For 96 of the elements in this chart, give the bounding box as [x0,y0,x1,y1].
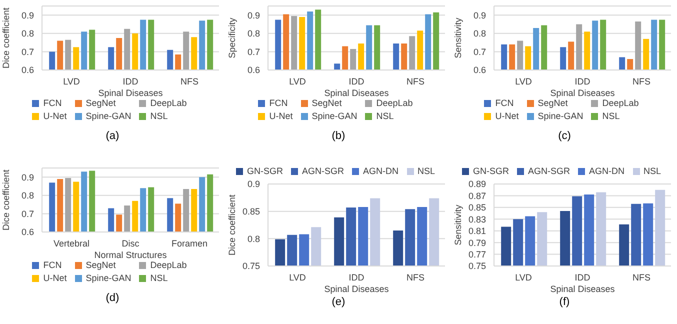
x-axis-title: Spinal Diseases [98,88,164,98]
x-tick-label: NFS [406,76,424,86]
legend-label: NSL [150,273,168,283]
y-tick-label: 0.87 [468,190,486,201]
legend-label: U-Net [269,111,293,121]
y-tick-label: 0.7 [21,46,34,57]
y-tick-label: 0.8 [247,28,260,39]
y-tick-label: 0.75 [242,261,260,272]
x-tick-label: LVD [289,272,306,282]
y-axis-title: Dice coefficient [227,194,238,256]
x-tick-label: Foramen [171,238,208,248]
legend-label: AGN-SGR [528,166,570,176]
legend-label: NSL [602,111,620,121]
y-tick-label: 0.6 [473,65,486,76]
x-tick-label: Vertebral [53,238,90,248]
x-axis-title: Spinal Diseases [550,88,616,98]
x-axis-title: Spinal Diseases [324,284,390,294]
y-tick-label: 0.9 [21,172,34,182]
y-tick-label: 0.85 [468,202,486,213]
legend-label: FCN [495,98,514,108]
legend-label: DeepLab [150,98,187,108]
text: (d) [104,292,120,304]
x-tick-label: Disc [122,238,140,248]
text: (a) [104,130,120,142]
text: (f) [558,296,571,308]
x-tick-label: IDD [348,272,365,282]
legend-label: SegNet [86,260,116,270]
y-tick-label: 0.79 [468,238,486,248]
y-axis-title: Specificity [227,17,238,58]
x-tick-label: LVD [515,272,532,282]
y-tick-label: 0.6 [21,227,34,238]
y-tick-label: 0.9 [21,10,34,20]
x-tick-label: IDD [122,76,139,86]
y-tick-label: 0.7 [21,208,34,219]
y-tick-label: 0.7 [247,46,260,57]
legend-label: U-Net [43,273,67,283]
legend-label: Spine-GAN [312,111,358,121]
y-tick-label: 0.8 [473,28,486,39]
legend-label: NSL [418,166,436,176]
y-tick-label: 0.9 [247,179,260,190]
legend-label: Spine-GAN [86,111,132,121]
y-axis-title: Dice coefficient [1,169,12,230]
x-tick-label: LVD [63,76,80,86]
legend-label: NSL [150,111,168,121]
x-tick-label: LVD [515,76,532,86]
x-tick-label: NFS [180,76,198,86]
x-axis-title: Spinal Diseases [550,284,616,294]
legend-label: Spine-GAN [538,111,584,121]
legend-label: DeepLab [602,98,639,108]
legend-label: U-Net [43,111,67,121]
legend-label: SegNet [538,98,568,108]
legend-label: NSL [644,166,662,176]
x-tick-label: LVD [289,76,306,86]
x-tick-label: NFS [632,272,650,282]
y-tick-label: 0.81 [468,226,486,236]
y-tick-label: 0.9 [473,10,486,20]
legend-label: AGN-DN [589,166,624,176]
x-tick-label: IDD [574,272,591,282]
legend-label: U-Net [495,111,519,121]
y-tick-label: 0.85 [242,206,260,217]
text: (b) [330,130,346,142]
y-axis-title: Sensitivity [453,17,464,58]
x-tick-label: IDD [574,76,591,86]
legend-label: SegNet [86,98,116,108]
y-axis-title: Dice coefficient [1,7,12,68]
legend-label: AGN-SGR [302,166,344,176]
legend-label: NSL [376,111,394,121]
y-tick-label: 0.9 [247,10,260,20]
x-tick-label: NFS [632,76,650,86]
legend-label: Spine-GAN [86,273,132,283]
y-tick-label: 0.75 [468,261,486,272]
legend-label: DeepLab [150,260,187,270]
y-tick-label: 0.77 [468,249,486,260]
y-tick-label: 0.8 [247,234,260,244]
legend-label: GN-SGR [246,166,283,176]
x-axis-title: Spinal Diseases [324,88,390,98]
text: (e) [330,296,346,308]
legend-label: FCN [43,98,62,108]
legend-label: FCN [43,260,62,270]
y-tick-label: 0.8 [21,28,34,39]
text: (c) [557,130,572,142]
y-tick-label: 0.7 [473,46,486,57]
legend-label: DeepLab [376,98,413,108]
legend-label: FCN [269,98,288,108]
legend-label: SegNet [312,98,342,108]
y-tick-label: 0.83 [468,214,486,224]
x-axis-title: Normal Structures [94,250,168,260]
x-tick-label: NFS [406,272,424,282]
y-tick-label: 0.8 [21,190,34,201]
y-tick-label: 0.6 [247,65,260,76]
legend-label: GN-SGR [472,166,509,176]
legend-label: AGN-DN [363,166,398,176]
x-tick-label: IDD [348,76,365,86]
y-tick-label: 0.89 [468,179,486,190]
y-tick-label: 0.6 [21,65,34,76]
y-axis-title: Sensitivity [453,204,464,246]
